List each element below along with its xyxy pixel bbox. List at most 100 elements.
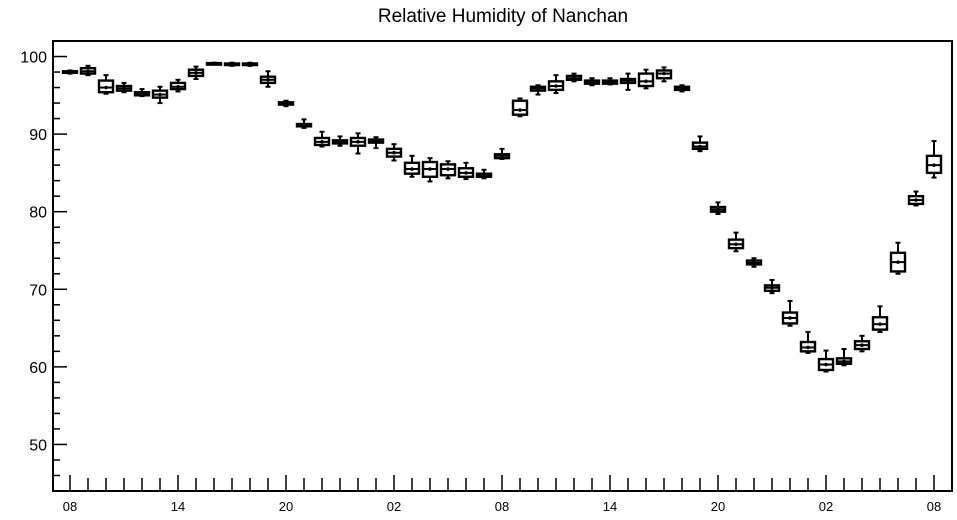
center-dot	[86, 69, 90, 74]
box-mark	[547, 74, 565, 94]
center-dot	[608, 80, 612, 84]
center-dot	[230, 62, 234, 67]
box-mark	[709, 201, 727, 216]
box-mark	[169, 78, 187, 93]
center-dot	[590, 80, 594, 84]
box-mark	[925, 140, 943, 179]
box-mark	[133, 88, 151, 98]
box-mark	[331, 135, 349, 147]
center-dot	[428, 167, 432, 171]
center-dot	[734, 242, 738, 247]
box-mark	[745, 257, 763, 268]
x-tick-label: 14	[171, 499, 185, 514]
center-dot	[212, 61, 216, 66]
center-dot	[626, 78, 630, 83]
center-dot	[320, 140, 324, 144]
box-mark	[583, 77, 601, 87]
box-mark	[61, 69, 79, 75]
box-mark	[115, 81, 133, 94]
center-dot	[788, 316, 792, 320]
box-mark	[259, 70, 277, 88]
box-mark	[403, 154, 421, 178]
box-mark	[349, 132, 367, 155]
center-dot	[194, 71, 198, 75]
box-mark	[799, 330, 817, 354]
axes: 50 60 70 80 90 100 08 14 20 02 08 14 20 02 08	[20, 40, 941, 514]
box-series	[61, 61, 943, 373]
center-dot	[356, 140, 360, 144]
center-dot	[68, 70, 72, 74]
center-dot	[824, 362, 828, 367]
x-tick-label: 02	[387, 499, 401, 514]
center-dot	[770, 285, 774, 290]
x-tick-label: 14	[603, 499, 617, 514]
center-dot	[878, 322, 882, 326]
center-dot	[572, 76, 576, 81]
box-mark	[223, 61, 241, 67]
center-dot	[266, 77, 270, 82]
y-tick-label: 90	[29, 127, 47, 144]
box-mark	[205, 61, 223, 66]
center-dot	[176, 84, 180, 89]
box-mark	[727, 231, 745, 253]
box-mark	[637, 68, 655, 90]
box-mark	[889, 241, 907, 275]
y-tick-label: 100	[20, 50, 47, 67]
x-tick-label: 20	[711, 499, 725, 514]
center-dot	[446, 167, 450, 171]
box-mark	[367, 136, 385, 150]
box-mark	[835, 348, 853, 367]
box-mark	[277, 99, 295, 108]
center-dot	[104, 85, 108, 90]
box-mark	[907, 190, 925, 207]
center-dot	[806, 345, 810, 350]
center-dot	[464, 171, 468, 175]
box-mark	[781, 299, 799, 327]
box-mark	[511, 97, 529, 118]
center-dot	[338, 140, 342, 144]
box-mark	[673, 84, 691, 93]
box-mark	[493, 147, 511, 160]
box-mark	[871, 305, 889, 333]
center-dot	[752, 261, 756, 265]
center-dot	[122, 86, 126, 91]
box-mark	[151, 85, 169, 105]
x-tick-label: 20	[279, 499, 293, 514]
box-mark	[439, 160, 457, 180]
y-tick-label: 80	[29, 205, 47, 222]
center-dot	[284, 102, 288, 106]
iqr-box	[511, 99, 529, 116]
box-mark	[601, 77, 619, 86]
x-tick-label: 08	[63, 499, 77, 514]
x-tick-label: 08	[495, 499, 509, 514]
center-dot	[554, 84, 558, 88]
y-tick-label: 50	[29, 437, 47, 454]
box-mark	[529, 84, 547, 96]
chart-title: Relative Humidity of Nanchan	[378, 6, 628, 27]
center-dot	[302, 123, 306, 128]
center-dot	[644, 79, 648, 84]
box-mark	[475, 168, 493, 180]
box-mark	[295, 118, 313, 129]
center-dot	[392, 150, 396, 155]
center-dot	[158, 92, 162, 97]
box-mark	[187, 65, 205, 81]
box-mark	[619, 72, 637, 91]
x-tick-label: 02	[819, 499, 833, 514]
x-tick-label: 08	[927, 499, 941, 514]
y-tick-label: 70	[29, 282, 47, 299]
box-mark	[817, 349, 835, 373]
center-dot	[914, 198, 918, 202]
y-tick-label: 60	[29, 360, 47, 377]
center-dot	[536, 86, 540, 91]
center-dot	[662, 71, 666, 76]
center-dot	[896, 260, 900, 264]
center-dot	[410, 167, 414, 171]
box-mark	[313, 130, 331, 148]
center-dot	[248, 62, 252, 67]
center-dot	[140, 91, 144, 96]
box-mark	[691, 135, 709, 153]
center-dot	[518, 108, 522, 112]
box-mark	[763, 278, 781, 295]
